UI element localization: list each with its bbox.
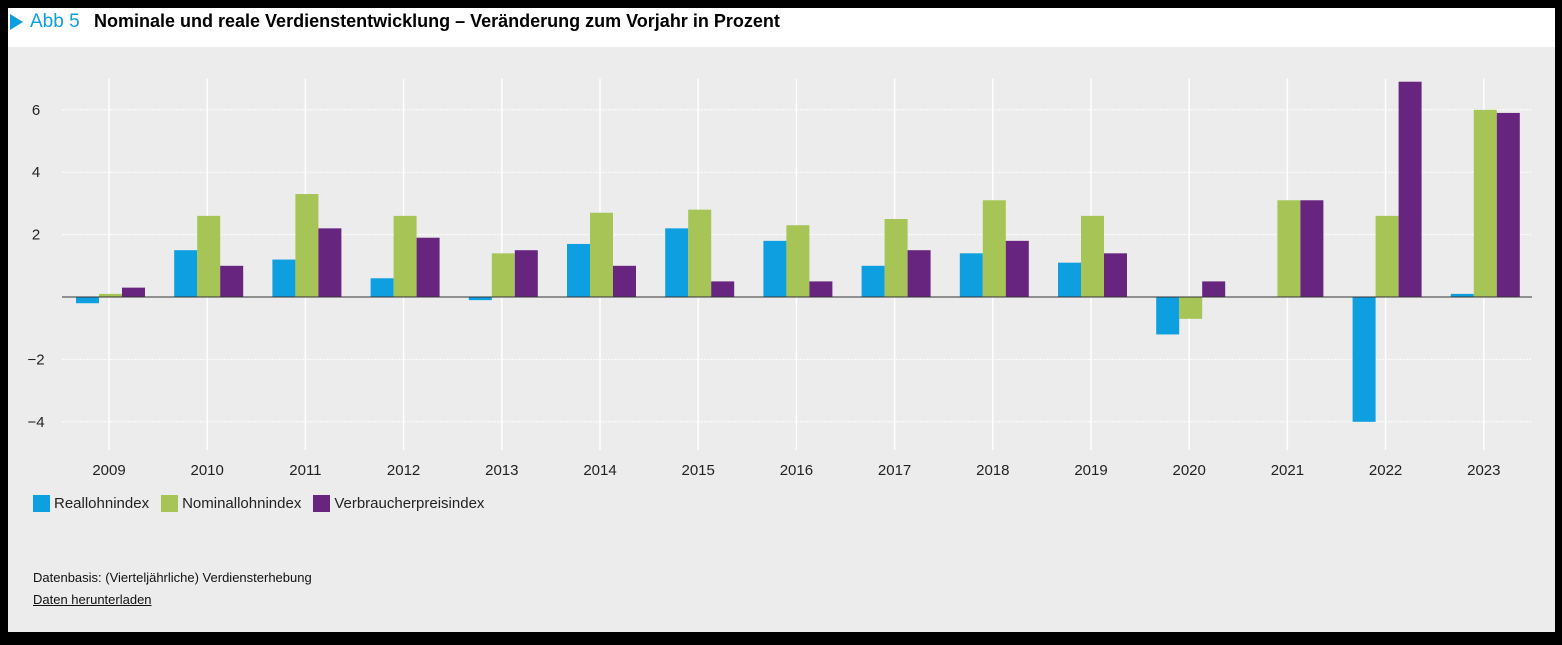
- x-tick-label: 2017: [878, 462, 911, 479]
- bar-reallohnindex-2019: [1058, 262, 1081, 297]
- figure-label: Abb 5: [30, 11, 80, 32]
- bar-nominallohnindex-2009: [99, 293, 122, 297]
- chart-header: Abb 5 Nominale und reale Verdienstentwic…: [8, 8, 1555, 47]
- x-tick-label: 2012: [387, 462, 420, 479]
- bar-nominallohnindex-2011: [295, 194, 319, 297]
- bar-reallohnindex-2012: [370, 278, 394, 297]
- y-tick-label: 2: [32, 227, 40, 244]
- bar-reallohnindex-2017: [861, 265, 885, 297]
- bar-nominallohnindex-2018: [982, 200, 1006, 297]
- legend-swatch: [33, 495, 50, 512]
- x-tick-label: 2020: [1173, 462, 1206, 479]
- legend-label: Verbraucherpreisindex: [334, 495, 485, 512]
- bar-nominallohnindex-2020: [1179, 297, 1203, 319]
- bar-nominallohnindex-2021: [1277, 200, 1301, 297]
- bar-reallohnindex-2011: [272, 259, 296, 297]
- y-tick-label: −4: [27, 414, 44, 431]
- chart-title: Nominale und reale Verdienstentwicklung …: [94, 11, 780, 31]
- bar-nominallohnindex-2014: [590, 212, 613, 297]
- x-tick-label: 2016: [780, 462, 813, 479]
- bar-nominallohnindex-2012: [393, 215, 417, 297]
- x-tick-label: 2010: [191, 462, 224, 479]
- bar-verbraucherpreisindex-2023: [1496, 112, 1520, 297]
- bar-verbraucherpreisindex-2020: [1202, 281, 1226, 297]
- bar-nominallohnindex-2016: [786, 225, 810, 297]
- legend-item-verbraucherpreisindex[interactable]: Verbraucherpreisindex: [313, 495, 484, 512]
- bar-verbraucherpreisindex-2015: [711, 281, 735, 297]
- bar-reallohnindex-2018: [959, 253, 983, 297]
- bar-reallohnindex-2023: [1450, 293, 1474, 297]
- bar-verbraucherpreisindex-2009: [122, 287, 145, 297]
- legend-item-nominallohnindex[interactable]: Nominallohnindex: [161, 495, 301, 512]
- bar-nominallohnindex-2017: [884, 219, 908, 297]
- bar-chart: −4 −2 2 4 6 2009 2010 2011 2012 2013 2014 2015 2016 2…: [27, 78, 1532, 479]
- bar-verbraucherpreisindex-2016: [809, 281, 833, 297]
- bar-verbraucherpreisindex-2022: [1398, 81, 1422, 297]
- bar-verbraucherpreisindex-2013: [514, 250, 538, 297]
- legend: Reallohnindex Nominallohnindex Verbrauch…: [33, 495, 484, 512]
- legend-label: Reallohnindex: [54, 495, 150, 512]
- bar-nominallohnindex-2013: [491, 253, 515, 297]
- x-tick-label: 2022: [1369, 462, 1402, 479]
- bar-nominallohnindex-2023: [1473, 109, 1497, 297]
- x-tick-label: 2019: [1074, 462, 1107, 479]
- x-tick-label: 2023: [1467, 462, 1500, 479]
- y-tick-label: −2: [27, 351, 44, 368]
- x-tick-label: 2013: [485, 462, 518, 479]
- bar-verbraucherpreisindex-2010: [220, 265, 244, 297]
- bar-verbraucherpreisindex-2019: [1104, 253, 1127, 297]
- x-tick-label: 2009: [92, 462, 125, 479]
- legend-swatch: [313, 495, 331, 512]
- x-tick-label: 2018: [976, 462, 1009, 479]
- bar-reallohnindex-2022: [1352, 297, 1376, 422]
- bar-verbraucherpreisindex-2021: [1300, 200, 1324, 297]
- chart-panel: −4 −2 2 4 6 2009 2010 2011 2012 2013 2014 2015 2016 2…: [8, 47, 1555, 632]
- bar-reallohnindex-2015: [665, 228, 689, 297]
- bar-reallohnindex-2020: [1156, 297, 1180, 335]
- x-tick-label: 2015: [682, 462, 715, 479]
- bar-nominallohnindex-2015: [688, 209, 712, 297]
- legend-label: Nominallohnindex: [182, 495, 302, 512]
- x-tick-label: 2011: [289, 462, 321, 479]
- x-tick-label: 2014: [583, 462, 616, 479]
- bar-verbraucherpreisindex-2011: [318, 228, 342, 297]
- legend-item-reallohnindex[interactable]: Reallohnindex: [33, 495, 149, 512]
- download-data-link[interactable]: Daten herunterladen: [33, 592, 152, 607]
- y-tick-label: 4: [32, 164, 40, 181]
- bar-verbraucherpreisindex-2012: [416, 237, 440, 297]
- bar-reallohnindex-2016: [763, 240, 787, 297]
- triangle-icon: [10, 14, 23, 30]
- bar-reallohnindex-2010: [174, 250, 198, 297]
- bar-reallohnindex-2013: [468, 297, 492, 301]
- legend-swatch: [161, 495, 179, 512]
- bar-verbraucherpreisindex-2017: [907, 250, 931, 297]
- bar-nominallohnindex-2010: [197, 215, 221, 297]
- bar-verbraucherpreisindex-2014: [613, 265, 636, 297]
- bar-verbraucherpreisindex-2018: [1005, 240, 1029, 297]
- x-tick-label: 2021: [1271, 462, 1304, 479]
- bar-reallohnindex-2009: [76, 297, 99, 304]
- bar-nominallohnindex-2019: [1081, 215, 1104, 297]
- bar-nominallohnindex-2022: [1375, 215, 1399, 297]
- y-tick-label: 6: [32, 102, 40, 119]
- bar-reallohnindex-2014: [567, 243, 590, 297]
- data-source: Datenbasis: (Vierteljährliche) Verdienst…: [33, 570, 312, 585]
